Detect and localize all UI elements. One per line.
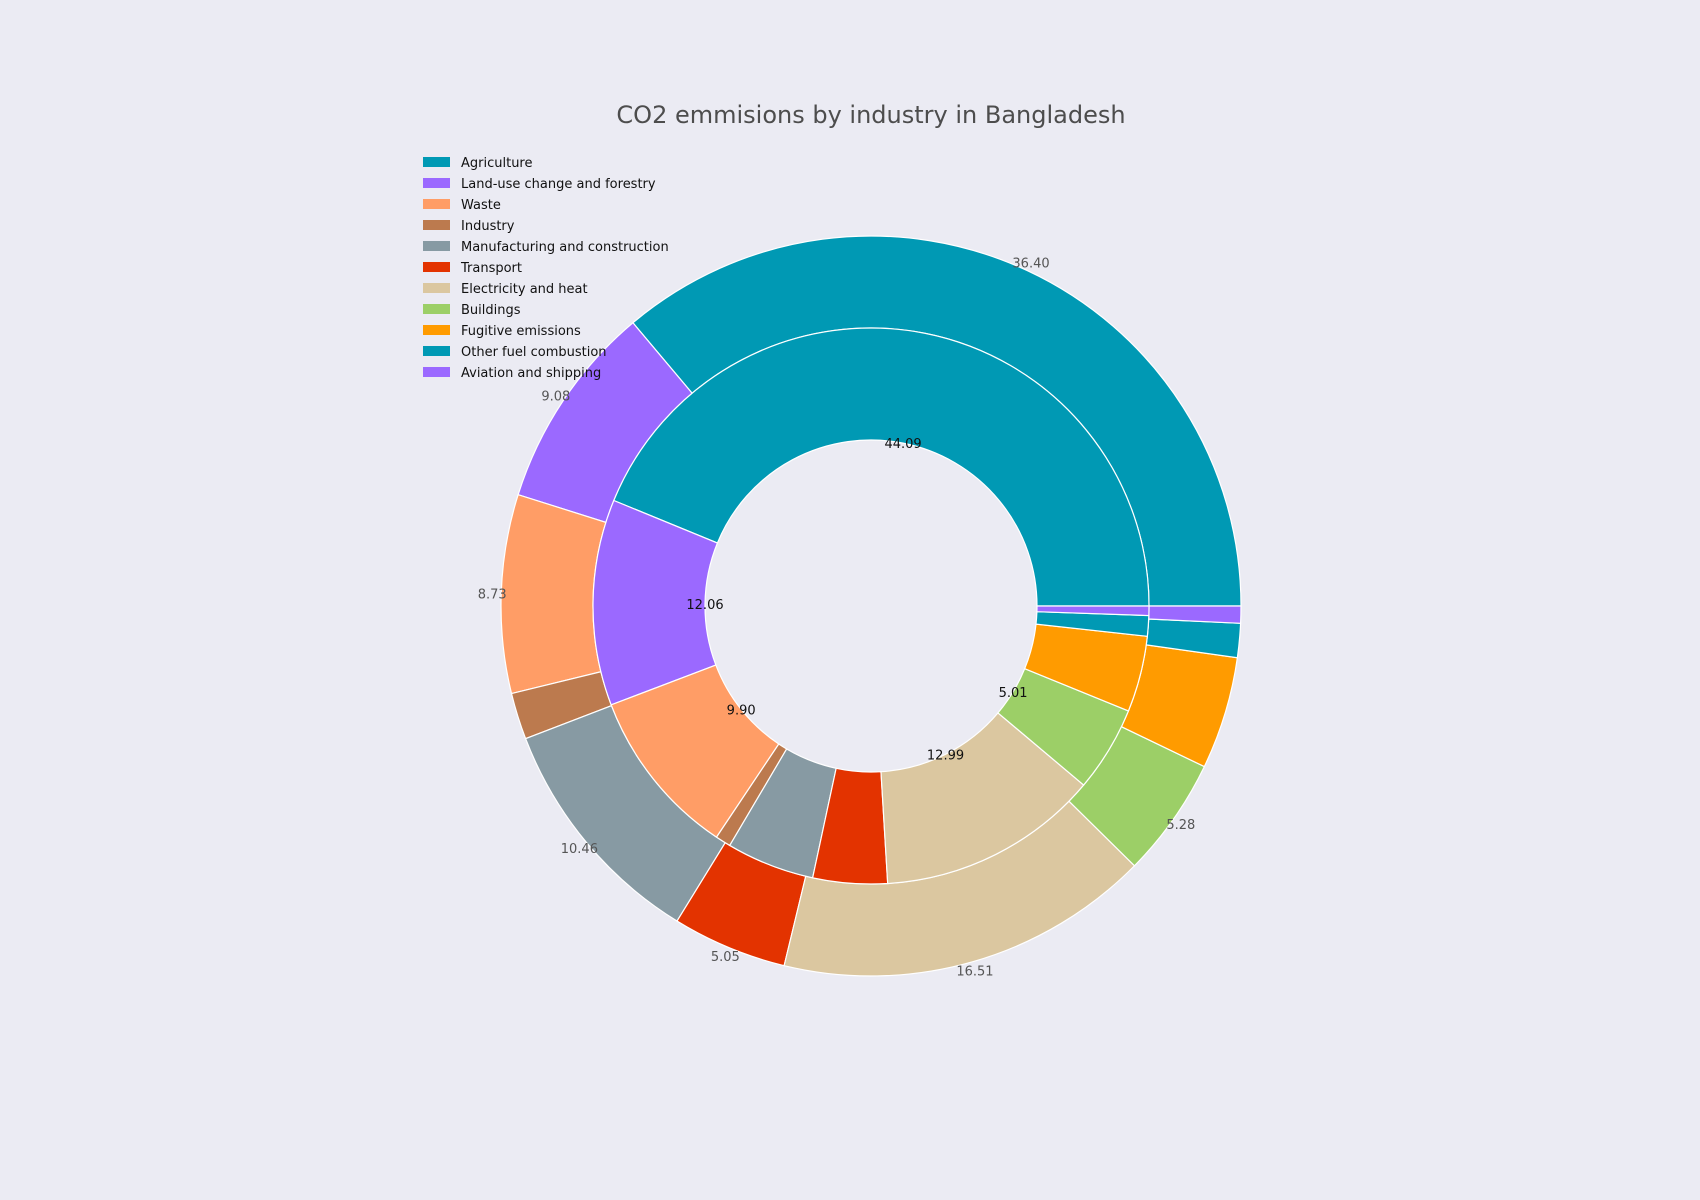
legend-label-transport[interactable]: Transport: [460, 261, 522, 276]
legend-swatch-agriculture[interactable]: [423, 157, 450, 167]
outer-ring-label-buildings: 5.28: [1166, 818, 1195, 833]
legend-swatch-other-fuel-combustion[interactable]: [423, 346, 450, 356]
inner-ring-label-waste: 9.90: [727, 703, 756, 718]
legend-swatch-fugitive-emissions[interactable]: [423, 325, 450, 335]
chart-title: CO2 emmisions by industry in Bangladesh: [616, 101, 1125, 129]
legend-label-buildings[interactable]: Buildings: [461, 303, 521, 318]
legend-label-manufacturing-and-construction[interactable]: Manufacturing and construction: [461, 240, 669, 255]
legend-label-land-use-change-and-forestry[interactable]: Land-use change and forestry: [461, 177, 656, 192]
outer-ring: [500, 235, 1242, 977]
legend-swatch-land-use-change-and-forestry[interactable]: [423, 178, 450, 188]
slice-labels: 36.40 9.08 8.73 10.46 5.05 16.51 5.28 44.09 12.0…: [478, 256, 1196, 979]
legend-swatch-electricity-and-heat[interactable]: [423, 283, 450, 293]
legend-label-aviation-and-shipping[interactable]: Aviation and shipping: [461, 366, 601, 381]
inner-ring-label-buildings: 5.01: [999, 686, 1028, 701]
outer-ring-label-waste: 8.73: [478, 587, 507, 602]
inner-ring-label-land-use-change-and-forestry: 12.06: [686, 598, 723, 613]
inner-ring: [592, 327, 1150, 885]
legend-swatch-waste[interactable]: [423, 199, 450, 209]
inner-ring-slice-aviation-and-shipping[interactable]: [1036, 605, 1150, 617]
outer-ring-slice-waste[interactable]: [500, 493, 607, 695]
outer-ring-label-agriculture: 36.40: [1012, 256, 1049, 271]
legend-swatch-industry[interactable]: [423, 220, 450, 230]
inner-ring-label-electricity-and-heat: 12.99: [927, 748, 964, 763]
legend-label-electricity-and-heat[interactable]: Electricity and heat: [461, 282, 588, 297]
legend-label-agriculture[interactable]: Agriculture: [461, 156, 533, 171]
legend-swatch-transport[interactable]: [423, 262, 450, 272]
outer-ring-label-electricity-and-heat: 16.51: [956, 964, 993, 979]
legend-label-industry[interactable]: Industry: [461, 219, 515, 234]
outer-ring-label-transport: 5.05: [711, 950, 740, 965]
legend: Agriculture Land-use change and forestry W…: [423, 156, 669, 381]
outer-ring-label-manufacturing-and-construction: 10.46: [561, 842, 598, 857]
legend-swatch-aviation-and-shipping[interactable]: [423, 367, 450, 377]
inner-ring-slice-agriculture[interactable]: [613, 327, 1150, 607]
legend-label-fugitive-emissions[interactable]: Fugitive emissions: [461, 324, 581, 339]
legend-swatch-buildings[interactable]: [423, 304, 450, 314]
legend-label-waste[interactable]: Waste: [461, 198, 501, 213]
legend-label-other-fuel-combustion[interactable]: Other fuel combustion: [461, 345, 607, 360]
outer-ring-label-land-use-change-and-forestry: 9.08: [541, 390, 570, 405]
legend-swatch-manufacturing-and-construction[interactable]: [423, 241, 450, 251]
inner-ring-label-agriculture: 44.09: [884, 437, 921, 452]
